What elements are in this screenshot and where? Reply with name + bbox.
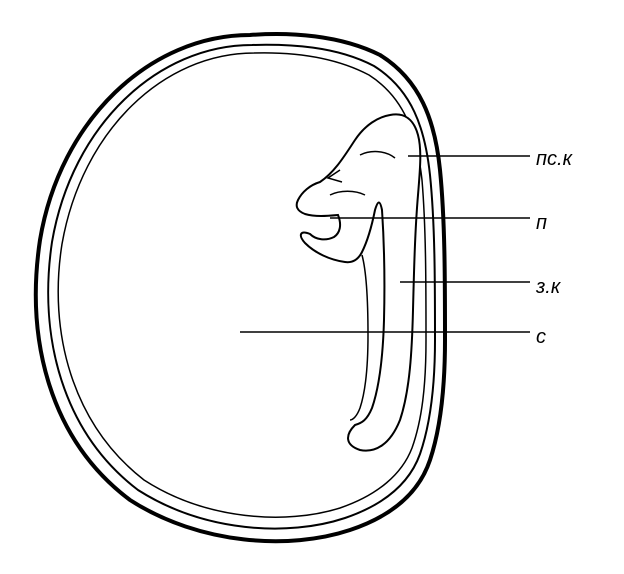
seed-inner-shell	[48, 45, 435, 529]
radicle-inner	[350, 255, 368, 420]
label-psk: пс.к	[536, 148, 572, 171]
label-zk: з.к	[536, 276, 560, 299]
label-c: с	[536, 326, 546, 349]
seed-diagram-container: пс.к п з.к с	[0, 0, 624, 569]
seed-diagram-svg	[0, 0, 624, 569]
label-p: п	[536, 212, 547, 235]
